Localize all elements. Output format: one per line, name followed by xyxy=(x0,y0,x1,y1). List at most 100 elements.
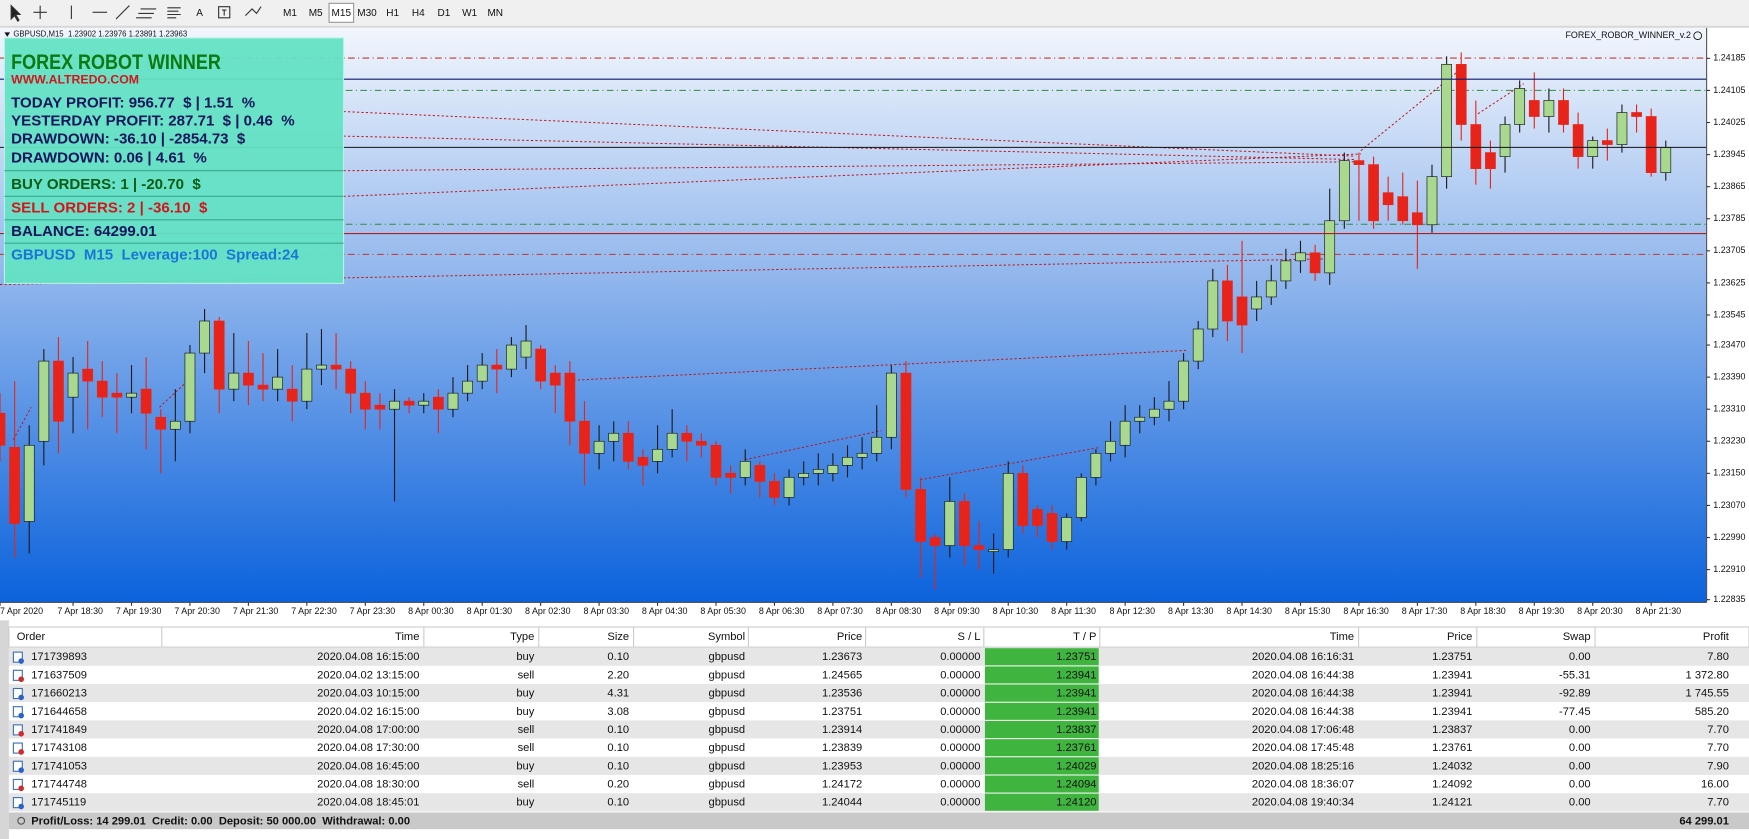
table-cell: 1.23953 xyxy=(822,760,862,772)
column-header[interactable]: T / P xyxy=(1073,631,1096,643)
table-row[interactable] xyxy=(8,793,1749,812)
timeframe-button[interactable]: M5 xyxy=(309,8,323,19)
candle-body xyxy=(257,384,269,390)
candle-body xyxy=(506,344,517,370)
table-cell: 1.23837 xyxy=(1056,724,1096,736)
column-header[interactable]: Type xyxy=(510,631,534,643)
candle-body xyxy=(929,537,941,546)
candle-body xyxy=(783,477,795,498)
table-row[interactable] xyxy=(8,774,1749,794)
table-cell: 171741053 xyxy=(31,760,87,772)
column-header[interactable]: Swap xyxy=(1563,631,1591,643)
order-icon xyxy=(12,760,23,772)
x-tick-label: 8 Apr 14:30 xyxy=(1226,606,1272,616)
table-cell: 0.10 xyxy=(607,760,629,772)
timeframe-button[interactable]: H4 xyxy=(412,8,425,19)
table-row[interactable] xyxy=(8,738,1749,757)
candle-body xyxy=(476,364,488,382)
x-tick-label: 8 Apr 00:30 xyxy=(408,606,454,616)
candle-body xyxy=(622,432,634,462)
y-tick-label: 1.22990 xyxy=(1713,532,1745,542)
candle-body xyxy=(593,440,605,454)
table-cell: 0.00000 xyxy=(940,669,980,681)
tp-cell xyxy=(984,720,1099,739)
candle-body xyxy=(637,456,649,466)
column-header[interactable]: S / L xyxy=(958,631,981,643)
candle-body xyxy=(520,340,532,358)
table-cell: 0.00000 xyxy=(940,797,980,809)
candle-body xyxy=(228,372,240,390)
x-tick-label: 8 Apr 02:30 xyxy=(525,606,571,616)
y-tick-label: 1.23865 xyxy=(1713,181,1745,191)
x-tick-label: 8 Apr 11:30 xyxy=(1051,606,1096,616)
candle-body xyxy=(842,456,853,466)
timeframe-button[interactable]: MN xyxy=(487,8,503,19)
x-tick-label: 8 Apr 16:30 xyxy=(1343,606,1389,616)
table-cell: 0.00000 xyxy=(940,651,980,663)
table-row[interactable] xyxy=(8,684,1749,703)
candle-body xyxy=(403,400,415,406)
table-footer xyxy=(8,812,1749,830)
candle-body xyxy=(82,368,94,382)
table-row[interactable] xyxy=(8,720,1749,739)
table-cell: buy xyxy=(516,706,534,718)
candle-body xyxy=(213,320,225,390)
candle-body xyxy=(652,448,663,462)
column-header[interactable]: Size xyxy=(607,631,629,643)
panel-title: FOREX ROBOT WINNER xyxy=(11,51,221,74)
candle-body xyxy=(769,481,780,498)
timeframe-button[interactable]: D1 xyxy=(438,8,451,19)
timeframe-button[interactable]: H1 xyxy=(386,8,399,19)
timeframe-button[interactable]: M15 xyxy=(332,8,352,19)
table-cell: 2020.04.08 16:44:38 xyxy=(1252,688,1354,700)
column-header[interactable]: Symbol xyxy=(708,631,745,643)
table-cell: gbpusd xyxy=(709,688,746,700)
candle-body xyxy=(345,368,357,394)
candle-body xyxy=(1412,212,1423,226)
x-tick-label: 8 Apr 21:30 xyxy=(1636,606,1682,616)
candle-body xyxy=(1207,280,1219,330)
y-tick-label: 1.24025 xyxy=(1713,117,1745,127)
candle-body xyxy=(725,473,736,478)
column-header[interactable]: Profit xyxy=(1703,631,1730,643)
table-cell: 0.00 xyxy=(1569,797,1591,809)
column-header[interactable]: Order xyxy=(17,631,46,643)
table-cell: 2020.04.08 19:40:34 xyxy=(1252,797,1354,809)
info-panel xyxy=(3,37,345,284)
candle-body xyxy=(1017,473,1029,526)
candle-body xyxy=(1368,164,1379,222)
candle-body xyxy=(549,372,561,386)
timeframe-button[interactable]: M1 xyxy=(283,8,297,19)
column-header[interactable]: Price xyxy=(1447,631,1472,643)
footer-summary: Profit/Loss: 14 299.01 Credit: 0.00 Depo… xyxy=(31,815,410,827)
candle-body xyxy=(243,372,254,386)
candle-body xyxy=(374,404,386,410)
table-cell: gbpusd xyxy=(709,742,746,754)
table-cell: 0.10 xyxy=(607,797,629,809)
y-tick-label: 1.23310 xyxy=(1713,404,1745,414)
text-tool-icon[interactable]: A xyxy=(196,8,203,19)
toolbar-icons[interactable] xyxy=(10,4,262,23)
table-row[interactable] xyxy=(8,665,1749,685)
candle-body xyxy=(959,501,970,546)
column-header[interactable]: Time xyxy=(1330,631,1354,643)
candle-body xyxy=(1134,416,1146,422)
column-header[interactable]: Time xyxy=(395,631,419,643)
timeframe-button[interactable]: W1 xyxy=(462,8,477,19)
table-row[interactable] xyxy=(8,756,1749,775)
order-icon-dot xyxy=(18,767,24,773)
table-cell: 1.24044 xyxy=(822,797,862,809)
panel-line: BALANCE: 64299.01 xyxy=(11,223,156,240)
table-row[interactable] xyxy=(8,702,1749,721)
table-cell: 2020.04.08 16:15:00 xyxy=(317,651,419,663)
table-cell: 171739893 xyxy=(31,651,87,663)
candle-body xyxy=(1485,152,1496,169)
table-row[interactable] xyxy=(8,647,1749,666)
x-tick-label: 8 Apr 08:30 xyxy=(876,606,922,616)
timeframe-button[interactable]: M30 xyxy=(357,8,377,19)
table-cell: buy xyxy=(516,688,534,700)
table-cell: sell xyxy=(518,724,535,736)
column-header[interactable]: Price xyxy=(837,631,862,643)
table-cell: 2020.04.08 17:00:00 xyxy=(317,724,419,736)
